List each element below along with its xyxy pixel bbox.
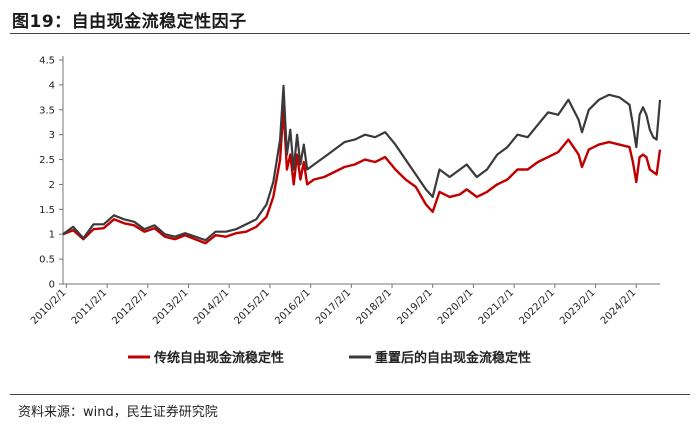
axes: 0 0.5 1 1.5 2 2.5 3 3.5 4 4.5 2010/2/1 2011/2/1 2012… <box>29 56 660 327</box>
x-tick-label: 2014/2/1 <box>192 287 232 327</box>
y-tick-label: 2 <box>49 180 55 191</box>
y-tick-label: 0 <box>49 280 55 291</box>
y-tick-label: 1 <box>49 230 55 241</box>
x-tick-label: 2016/2/1 <box>273 287 313 327</box>
title-rule <box>10 33 690 34</box>
series-lines <box>62 84 662 245</box>
x-tick-label: 2011/2/1 <box>70 287 110 327</box>
x-tick-label: 2017/2/1 <box>314 287 354 327</box>
x-tick-label: 2021/2/1 <box>477 287 517 327</box>
x-tick-label: 2015/2/1 <box>232 287 272 327</box>
legend-label: 重置后的自由现金流稳定性 <box>375 350 531 366</box>
x-tick-label: 2020/2/1 <box>436 287 476 327</box>
x-tick-label: 2010/2/1 <box>29 287 69 327</box>
y-tick-label: 4.5 <box>39 56 55 67</box>
y-tick-label: 3.5 <box>39 105 55 116</box>
y-tick-label: 1.5 <box>39 205 55 216</box>
x-tick-label: 2013/2/1 <box>151 287 191 327</box>
y-tick-label: 4 <box>49 80 55 91</box>
x-tick-label: 2023/2/1 <box>558 287 598 327</box>
y-tick-label: 3 <box>49 130 55 141</box>
series-line-reset <box>62 84 662 242</box>
y-tick-label: 0.5 <box>39 255 55 266</box>
series-line-traditional <box>62 106 662 245</box>
chart-title: 图19：自由现金流稳定性因子 <box>12 12 247 32</box>
y-tick-label: 2.5 <box>39 155 55 166</box>
x-tick-label: 2024/2/1 <box>599 287 639 327</box>
source-note: 资料来源：wind，民生证券研究院 <box>18 405 218 420</box>
x-tick-label: 2012/2/1 <box>110 287 150 327</box>
x-tick-label: 2018/2/1 <box>355 287 395 327</box>
legend-label: 传统自由现金流稳定性 <box>153 350 284 366</box>
legend: 传统自由现金流稳定性 重置后的自由现金流稳定性 <box>128 350 531 366</box>
x-tick-label: 2019/2/1 <box>395 287 435 327</box>
x-tick-label: 2022/2/1 <box>517 287 557 327</box>
footer-rule <box>10 394 690 395</box>
line-chart: 0 0.5 1 1.5 2 2.5 3 3.5 4 4.5 2010/2/1 2011/2/1 2012… <box>29 56 662 366</box>
